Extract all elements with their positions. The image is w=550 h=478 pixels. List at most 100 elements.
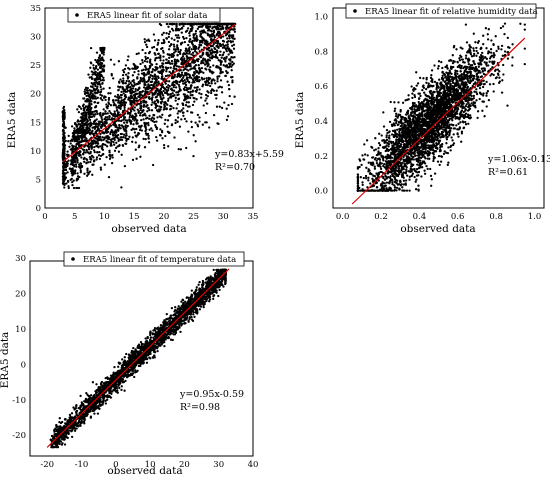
solar-point <box>93 110 96 113</box>
solar-point <box>139 102 143 105</box>
solar-point <box>228 65 231 68</box>
solar-point <box>142 68 145 71</box>
solar-point <box>94 73 97 76</box>
humidity-point <box>498 76 501 79</box>
solar-point <box>138 128 142 132</box>
solar-point <box>139 62 142 66</box>
solar-point <box>83 128 86 132</box>
solar-point <box>221 46 225 49</box>
solar-point <box>174 86 178 89</box>
solar-point <box>160 77 163 80</box>
humidity-point <box>378 144 382 147</box>
solar-point <box>148 64 152 68</box>
solar-point <box>195 71 198 74</box>
humidity-point <box>443 150 446 153</box>
solar-point <box>150 63 153 66</box>
solar-point <box>96 141 99 144</box>
solar-point <box>85 149 88 152</box>
solar-point <box>171 23 174 26</box>
solar-point <box>143 146 147 149</box>
solar-point <box>85 115 88 119</box>
solar-point <box>178 89 181 92</box>
solar-point <box>99 114 102 117</box>
solar-point <box>115 109 119 112</box>
solar-point <box>79 116 82 119</box>
solar-point <box>171 92 174 95</box>
solar-point <box>125 121 129 124</box>
solar-point <box>172 76 175 80</box>
solar-point <box>135 135 138 138</box>
solar-point <box>104 116 107 119</box>
humidity-point <box>412 89 415 92</box>
solar-point <box>124 96 128 99</box>
solar-point <box>96 126 99 129</box>
solar-point <box>136 89 139 92</box>
humidity-point <box>462 66 465 70</box>
solar-point <box>212 31 216 34</box>
solar-point <box>162 59 165 62</box>
solar-point <box>76 172 79 175</box>
solar-point <box>219 25 222 28</box>
solar-point <box>230 56 233 59</box>
solar-point <box>157 92 160 96</box>
solar-point <box>62 161 65 165</box>
solar-point <box>117 119 121 122</box>
solar-point <box>154 96 157 99</box>
solar-point <box>187 43 190 47</box>
solar-point <box>66 162 69 165</box>
solar-point <box>167 35 170 39</box>
solar-point <box>175 91 178 94</box>
solar-point <box>183 57 186 60</box>
humidity-point <box>451 81 455 85</box>
solar-point <box>79 167 82 170</box>
solar-point <box>164 118 167 122</box>
solar-point <box>195 88 199 92</box>
solar-point <box>146 104 149 107</box>
solar-point <box>122 118 125 121</box>
solar-point <box>186 79 189 83</box>
solar-point <box>188 31 191 35</box>
solar-point <box>164 61 168 65</box>
solar-point <box>102 108 105 111</box>
solar-point <box>100 116 103 120</box>
solar-point <box>219 50 222 53</box>
solar-point <box>73 129 77 132</box>
solar-point <box>210 79 214 82</box>
solar-point <box>190 48 193 51</box>
solar-point <box>168 85 171 88</box>
humidity-point <box>492 90 495 93</box>
solar-point <box>147 51 151 55</box>
solar-point <box>167 48 171 51</box>
solar-point <box>95 156 99 159</box>
solar-point <box>104 110 107 113</box>
solar-point <box>125 134 128 137</box>
solar-point <box>124 128 127 131</box>
solar-point <box>105 131 108 134</box>
solar-point <box>106 107 109 110</box>
solar-point <box>119 138 122 141</box>
solar-point <box>84 88 87 91</box>
humidity-point <box>488 83 492 86</box>
solar-point <box>229 62 232 65</box>
solar-point <box>159 128 162 131</box>
solar-point <box>160 69 163 72</box>
solar-point <box>211 88 214 91</box>
solar-point <box>67 186 70 190</box>
solar-point <box>84 106 87 109</box>
solar-x-axis-label: observed data <box>111 223 186 235</box>
solar-point <box>151 101 154 104</box>
humidity-point <box>449 149 452 152</box>
solar-point <box>77 123 80 126</box>
solar-point <box>98 150 101 154</box>
solar-point <box>210 91 213 95</box>
humidity-point <box>367 161 370 164</box>
solar-point <box>89 125 92 128</box>
humidity-point <box>496 68 500 71</box>
solar-point <box>147 78 150 82</box>
solar-point <box>89 132 92 136</box>
humidity-point <box>497 47 500 50</box>
solar-point <box>175 23 178 27</box>
solar-point <box>133 81 136 84</box>
solar-point <box>186 55 189 59</box>
solar-point <box>85 94 88 98</box>
